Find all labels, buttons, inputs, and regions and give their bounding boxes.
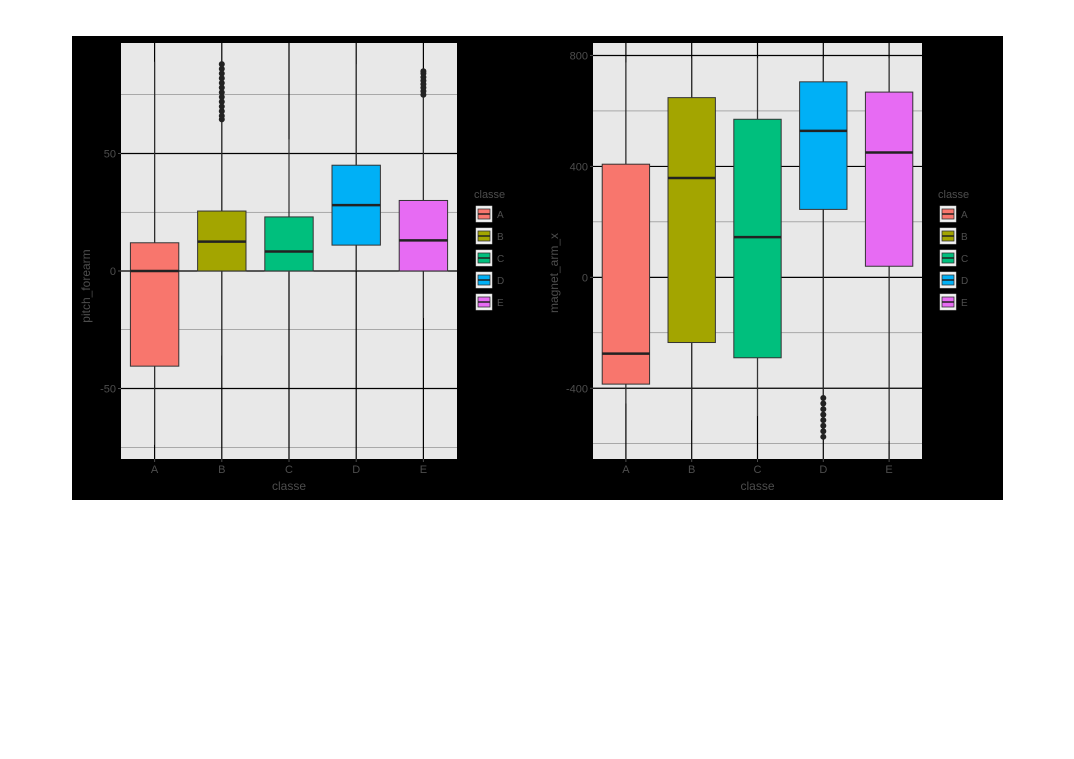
legend-label: B — [497, 232, 504, 243]
outlier-point — [820, 417, 827, 424]
x-tick-label: D — [352, 464, 360, 476]
outlier-point — [218, 65, 225, 72]
box-body — [264, 216, 314, 272]
box-body — [129, 242, 180, 367]
x-tick-label: C — [754, 464, 762, 476]
box-E — [398, 68, 449, 318]
legend-label: A — [497, 210, 504, 221]
x-axis-title: classe — [272, 479, 306, 493]
outlier-point — [218, 89, 225, 96]
outlier-point — [820, 394, 827, 401]
x-tick-label: A — [622, 464, 630, 476]
box-D — [331, 64, 381, 271]
box-D — [799, 58, 848, 440]
x-axis-title: classe — [740, 479, 774, 493]
outlier-point — [820, 400, 827, 407]
box-body — [601, 163, 651, 385]
outlier-point — [820, 433, 827, 440]
y-axis-title: pitch_forearm — [79, 249, 93, 322]
box-A — [601, 62, 651, 404]
outlier-point — [218, 61, 225, 68]
legend-label: A — [961, 210, 968, 221]
outlier-point — [218, 84, 225, 91]
legend-label: D — [497, 276, 504, 287]
legend-title: classe — [474, 189, 505, 201]
outlier-point — [218, 70, 225, 77]
outlier-point — [420, 68, 427, 75]
box-body — [398, 199, 449, 272]
box-B — [667, 58, 716, 421]
outlier-point — [820, 406, 827, 413]
x-tick-label: D — [819, 464, 827, 476]
box-B — [197, 61, 247, 356]
y-tick-label: 0 — [582, 272, 588, 284]
box-C — [733, 58, 782, 417]
x-tick-label: E — [420, 464, 427, 476]
outlier-point — [218, 108, 225, 115]
outlier-point — [218, 98, 225, 105]
box-E — [864, 58, 914, 441]
y-tick-label: -400 — [566, 383, 588, 395]
outlier-point — [218, 75, 225, 82]
box-body — [864, 91, 914, 267]
box-body — [733, 118, 782, 359]
legend-label: E — [961, 298, 968, 309]
outlier-point — [820, 422, 827, 429]
box-A — [129, 61, 180, 445]
outlier-point — [820, 411, 827, 418]
legend-label: B — [961, 232, 968, 243]
box-body — [667, 97, 716, 344]
x-tick-label: A — [151, 464, 159, 476]
outlier-point — [820, 428, 827, 435]
box-C — [264, 139, 314, 273]
legend-label: C — [961, 254, 968, 265]
y-tick-label: 0 — [110, 266, 116, 278]
outlier-point — [218, 112, 225, 119]
y-tick-label: 50 — [104, 148, 116, 160]
y-axis-title: magnet_arm_x — [547, 233, 561, 313]
box-body — [799, 81, 848, 210]
legend-label: D — [961, 276, 968, 287]
y-tick-label: 400 — [570, 161, 588, 173]
legend-label: C — [497, 254, 504, 265]
outlier-point — [218, 79, 225, 86]
x-tick-label: B — [218, 464, 225, 476]
outlier-point — [218, 103, 225, 110]
x-tick-label: B — [688, 464, 695, 476]
legend-label: E — [497, 298, 504, 309]
outlier-point — [218, 94, 225, 101]
legend-title: classe — [938, 189, 969, 201]
x-tick-label: E — [885, 464, 892, 476]
y-tick-label: -50 — [100, 383, 116, 395]
y-tick-label: 800 — [570, 50, 588, 62]
x-tick-label: C — [285, 464, 293, 476]
